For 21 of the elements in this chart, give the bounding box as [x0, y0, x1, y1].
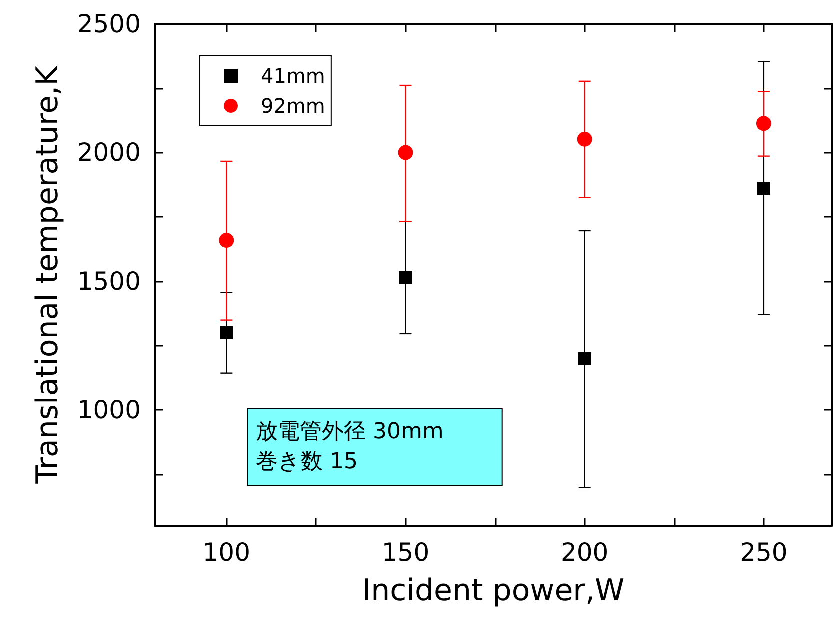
point [757, 182, 770, 195]
point [578, 352, 592, 366]
legend-label: 92mm [261, 94, 326, 118]
x-tick-label: 200 [560, 538, 609, 567]
x-tick-label: 250 [740, 538, 788, 567]
annotation: 放電管外径 30mm 巻き数 15 [256, 420, 444, 474]
y-tick-label: 1500 [77, 266, 141, 296]
point [398, 145, 414, 160]
legend-label: 41mm [261, 64, 326, 88]
x-tick-label: 150 [382, 538, 430, 567]
point [219, 233, 234, 248]
point [577, 132, 592, 147]
point [399, 271, 412, 284]
point [756, 116, 772, 132]
point [220, 326, 234, 340]
y-tick-label: 2000 [77, 138, 141, 168]
x-axis-title: Incident power,W [362, 574, 625, 608]
x-tick-label: 100 [202, 538, 250, 567]
y-tick-label: 2500 [77, 10, 141, 38]
y-axis-title: Translational temperature,K [30, 64, 66, 485]
y-tick-label: 1000 [77, 396, 141, 425]
